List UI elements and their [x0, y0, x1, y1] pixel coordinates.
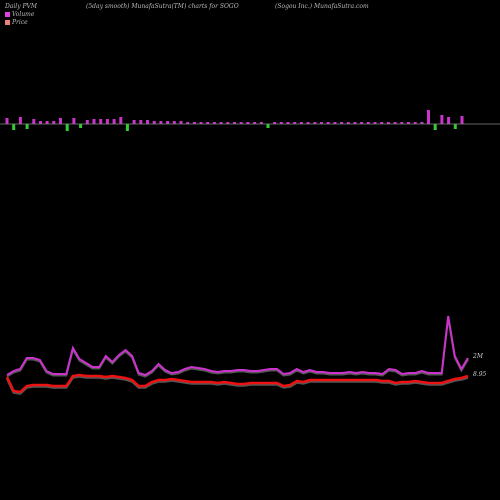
volume-bar [59, 118, 62, 124]
legend-swatch-price [5, 19, 10, 25]
volume-bar [146, 120, 149, 124]
volume-bar [172, 121, 176, 124]
volume-bar [219, 122, 223, 124]
volume-bar [112, 119, 116, 124]
volume-bar [72, 118, 76, 124]
volume-bar [360, 122, 364, 124]
legend-item-price: Price [5, 18, 34, 26]
volume-bar [340, 122, 344, 124]
volume-bar [306, 122, 310, 124]
volume-bar [159, 121, 163, 124]
volume-bar [253, 122, 257, 124]
volume-bar [346, 122, 350, 124]
volume-bar [259, 122, 263, 124]
volume-bar [132, 120, 136, 124]
volume-bar [45, 121, 49, 124]
volume-bar [79, 124, 83, 128]
volume-bar [279, 122, 283, 124]
volume-bar [407, 122, 410, 124]
volume-bar [373, 122, 377, 124]
volume-bar [313, 122, 317, 124]
volume-bar [85, 120, 89, 124]
volume-bar [266, 124, 270, 128]
volume-bar [206, 122, 210, 124]
volume-bar [12, 124, 16, 130]
volume-bar [393, 122, 397, 124]
volume-bar [273, 122, 277, 124]
volume-bar [233, 122, 236, 124]
volume-bar [5, 118, 9, 124]
volume-bar [380, 122, 384, 124]
volume-bar [447, 117, 451, 124]
volume-bar [166, 121, 170, 124]
volume-bar [192, 122, 196, 124]
volume-bar [440, 115, 444, 124]
volume-bar [320, 122, 323, 124]
volume-bar [125, 124, 129, 131]
legend-item-volume: Volume [5, 10, 34, 18]
volume-bar [239, 122, 243, 124]
volume-bar [139, 120, 143, 124]
volume-bar [413, 122, 417, 124]
volume-bar [179, 121, 183, 124]
volume-bar [386, 122, 390, 124]
volume-line-shadow [6, 317, 469, 378]
price-line [5, 373, 469, 394]
legend-label-volume: Volume [12, 10, 35, 18]
volume-bars [5, 110, 464, 131]
volume-bar [186, 122, 190, 124]
volume-bar [92, 119, 96, 124]
volume-bar [119, 117, 123, 124]
price-line-shadow [5, 375, 469, 395]
volume-bar [99, 119, 103, 124]
volume-bar [39, 121, 42, 124]
header-center: (5day smooth) MunafaSutra(TM) charts for… [86, 3, 239, 10]
volume-bar [299, 122, 303, 124]
volume-bar [366, 122, 370, 124]
volume-bar [226, 122, 230, 124]
volume-bar [293, 122, 297, 124]
volume-bar [433, 124, 437, 130]
volume-bar [400, 122, 404, 124]
legend-label-price: Price [12, 18, 28, 26]
volume-last-label: 2M [472, 353, 484, 360]
volume-bar [353, 122, 357, 124]
price-last-label: 8.95 [473, 371, 487, 378]
volume-bar [453, 124, 457, 129]
volume-bar [25, 124, 29, 129]
volume-bar [152, 121, 156, 124]
volume-bar [52, 121, 56, 124]
volume-line [6, 315, 469, 377]
volume-bar [460, 116, 464, 124]
header-right: (Sogou Inc.) MunafaSutra.com [275, 3, 369, 10]
volume-bar [427, 110, 430, 124]
volume-bar [333, 122, 337, 124]
header-left: Daily PVM [5, 3, 38, 10]
volume-bar [286, 122, 290, 124]
volume-bar [105, 119, 109, 124]
volume-bar [420, 122, 424, 124]
volume-bar [246, 122, 250, 124]
volume-bar [212, 122, 216, 124]
volume-bar [65, 124, 69, 131]
volume-bar [199, 122, 203, 124]
volume-bar [326, 122, 330, 124]
volume-bar [18, 117, 22, 124]
volume-bar [32, 119, 36, 124]
legend-swatch-volume [5, 11, 10, 17]
legend: Volume Price [5, 10, 34, 26]
